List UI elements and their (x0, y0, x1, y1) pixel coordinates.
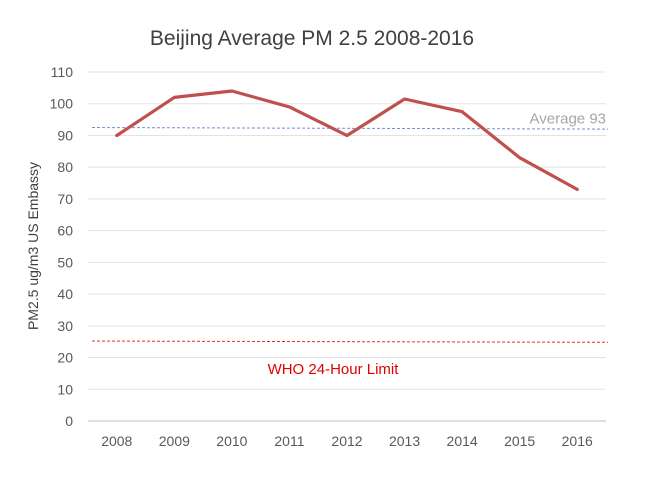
reference-line-label: Average 93 (530, 111, 606, 128)
x-tick-label: 2013 (389, 433, 420, 449)
y-axis-label: PM2.5 ug/m3 US Embassy (25, 162, 41, 330)
series-line (115, 89, 579, 191)
y-tick-label: 20 (57, 350, 73, 366)
data-point (460, 110, 464, 114)
y-tick-label: 70 (57, 191, 73, 207)
data-point (172, 95, 176, 99)
y-tick-label: 60 (57, 223, 73, 239)
data-point (115, 133, 119, 137)
reference-line-label: WHO 24-Hour Limit (268, 361, 400, 378)
x-tick-label: 2015 (504, 433, 535, 449)
y-tick-label: 100 (50, 96, 74, 112)
y-tick-label: 10 (57, 381, 73, 397)
reference-lines: Average 93 WHO 24-Hour Limit (91, 111, 609, 378)
y-tick-label: 0 (65, 413, 73, 429)
x-tick-label: 2014 (447, 433, 478, 449)
data-point (230, 89, 234, 93)
x-tick-label: 2008 (101, 433, 132, 449)
y-tick-label: 110 (51, 64, 74, 80)
y-tick-label: 90 (57, 127, 73, 143)
x-tick-label: 2016 (562, 433, 593, 449)
y-tick-label: 30 (57, 318, 73, 334)
x-axis-ticks: 2008 2009 2010 2011 2012 2013 2014 2015 2016 (101, 433, 593, 449)
data-point (575, 187, 579, 191)
series-layer (115, 89, 579, 191)
reference-line (91, 340, 609, 343)
y-tick-label: 40 (57, 286, 73, 302)
x-tick-label: 2012 (331, 433, 362, 449)
reference-line (91, 127, 609, 130)
y-tick-label: 80 (57, 159, 73, 175)
data-point (518, 156, 522, 160)
x-tick-label: 2011 (274, 433, 304, 449)
y-tick-label: 50 (57, 254, 73, 270)
data-point (287, 105, 291, 109)
data-point (345, 133, 349, 137)
data-point (403, 97, 407, 101)
x-tick-label: 2009 (159, 433, 190, 449)
y-axis-ticks: 0 10 20 30 40 50 60 70 80 90 100 110 (50, 64, 74, 429)
chart-title: Beijing Average PM 2.5 2008-2016 (150, 27, 474, 50)
gridlines (88, 71, 606, 422)
x-tick-label: 2010 (216, 433, 247, 449)
